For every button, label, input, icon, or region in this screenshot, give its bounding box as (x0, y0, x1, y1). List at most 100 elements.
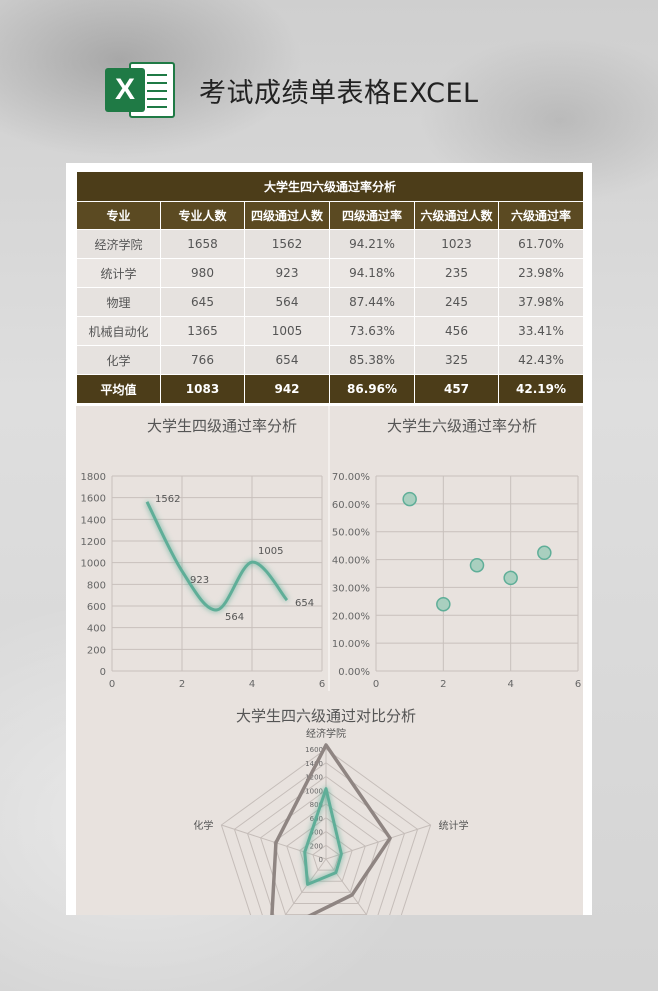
chart2-x-tick: 0 (373, 679, 379, 690)
chart1-data-label: 564 (225, 612, 244, 623)
chart1-y-tick: 800 (87, 580, 106, 591)
table-row: 化学 766 654 85.38% 325 42.43% (76, 345, 585, 375)
chart3-r-tick: 1400 (305, 760, 323, 768)
table-cell[interactable]: 73.63% (329, 316, 415, 346)
table-cell[interactable]: 33.41% (497, 316, 585, 346)
table-header-row: 专业 专业人数 四级通过人数 四级通过率 六级通过人数 六级通过率 (76, 201, 585, 230)
table-cell[interactable]: 980 (160, 258, 245, 288)
charts-svg: 大学生四级通过率分析020040060080010001200140016001… (81, 406, 581, 915)
chart3-r-tick: 400 (310, 829, 323, 837)
chart1-data-label: 1005 (258, 546, 283, 557)
chart3-ring (246, 775, 406, 915)
table-cell[interactable]: 37.98% (497, 287, 585, 317)
chart1-y-tick: 1200 (81, 537, 106, 548)
table-header-cell: 六级通过人数 (414, 201, 499, 230)
table-average-row: 平均值 1083 942 86.96% 457 42.19% (76, 374, 585, 404)
table-cell[interactable]: 61.70% (497, 229, 585, 259)
table-header-cell: 专业人数 (160, 201, 245, 230)
chart2-y-tick: 60.00% (332, 500, 370, 511)
chart2-title: 大学生六级通过率分析 (387, 417, 537, 435)
table-row: 经济学院 1658 1562 94.21% 1023 61.70% (76, 229, 585, 259)
table-cell[interactable]: 1365 (160, 316, 245, 346)
table-cell[interactable]: 1005 (244, 316, 330, 346)
chart3-r-tick: 800 (310, 801, 323, 809)
chart3-category-label: 统计学 (439, 819, 469, 832)
table-cell[interactable]: 87.44% (329, 287, 415, 317)
chart1-y-tick: 1600 (81, 494, 106, 505)
chart1-y-tick: 200 (87, 645, 106, 656)
table-cell[interactable]: 923 (244, 258, 330, 288)
chart1-x-tick: 0 (109, 679, 115, 690)
chart3-r-tick: 200 (310, 842, 323, 850)
chart3-category-label: 经济学院 (306, 727, 346, 740)
table-cell[interactable]: 85.38% (329, 345, 415, 375)
table-average-cell[interactable]: 86.96% (329, 374, 415, 404)
table-average-cell[interactable]: 42.19% (497, 374, 585, 404)
chart3-category-label: 化学 (193, 819, 213, 832)
table-cell[interactable]: 1562 (244, 229, 330, 259)
table-cell[interactable]: 766 (160, 345, 245, 375)
table-cell[interactable]: 654 (244, 345, 330, 375)
table-cell[interactable]: 1023 (414, 229, 499, 259)
table-average-cell[interactable]: 1083 (160, 374, 245, 404)
table-title: 大学生四六级通过率分析 (75, 171, 585, 202)
chart3-r-tick: 0 (319, 856, 323, 864)
table-cell[interactable]: 456 (414, 316, 499, 346)
chart1-data-label: 1562 (155, 494, 180, 505)
chart2-point (503, 570, 518, 586)
chart1-y-tick: 600 (87, 602, 106, 613)
table-header-cell: 四级通过率 (329, 201, 415, 230)
table-cell[interactable]: 1658 (160, 229, 245, 259)
chart2-y-tick: 70.00% (332, 472, 370, 483)
chart2-y-tick: 40.00% (332, 556, 370, 567)
table-cell[interactable]: 245 (414, 287, 499, 317)
chart3-r-tick: 1000 (305, 787, 323, 795)
chart1-x-tick: 4 (249, 679, 255, 690)
chart1-y-tick: 0 (100, 667, 106, 678)
chart3-ring (273, 803, 379, 904)
table-cell[interactable]: 42.43% (497, 345, 585, 375)
chart1-y-tick: 1800 (81, 472, 106, 483)
chart2-point (469, 557, 485, 573)
table-row: 物理 645 564 87.44% 245 37.98% (76, 287, 585, 317)
table-cell[interactable]: 统计学 (76, 258, 161, 288)
table-average-cell[interactable]: 平均值 (76, 374, 161, 404)
table-cell[interactable]: 经济学院 (76, 229, 161, 259)
page-title: 考试成绩单表格EXCEL (199, 77, 479, 109)
chart1-x-tick: 6 (319, 679, 325, 690)
table-average-cell[interactable]: 942 (244, 374, 330, 404)
table-cell[interactable]: 235 (414, 258, 499, 288)
chart1-y-tick: 400 (87, 624, 106, 635)
table-row: 机械自动化 1365 1005 73.63% 456 33.41% (76, 316, 585, 346)
chart3-spoke (221, 824, 327, 860)
grade-table: 大学生四六级通过率分析 专业 专业人数 四级通过人数 四级通过率 六级通过人数 六级通过率… (75, 171, 585, 404)
chart2-x-tick: 6 (575, 679, 581, 690)
table-average-cell[interactable]: 457 (414, 374, 499, 404)
table-cell[interactable]: 物理 (76, 287, 161, 317)
table-cell[interactable]: 化学 (76, 345, 161, 375)
page-header: X 考试成绩单表格EXCEL (105, 58, 479, 122)
table-cell[interactable]: 机械自动化 (76, 316, 161, 346)
chart1-x-tick: 2 (179, 679, 185, 690)
table-cell[interactable]: 94.18% (329, 258, 415, 288)
table-cell[interactable]: 23.98% (497, 258, 585, 288)
chart1-y-tick: 1400 (81, 515, 106, 526)
chart1-data-label: 654 (295, 598, 314, 609)
chart2-y-tick: 10.00% (332, 639, 370, 650)
chart3-r-tick: 1200 (305, 774, 323, 782)
table-cell[interactable]: 325 (414, 345, 499, 375)
table-cell[interactable]: 564 (244, 287, 330, 317)
chart2-y-tick: 0.00% (338, 667, 370, 678)
chart2-point (537, 545, 552, 561)
chart2-x-tick: 4 (507, 679, 513, 690)
table-row: 统计学 980 923 94.18% 235 23.98% (76, 258, 585, 288)
table-header-cell: 六级通过率 (497, 201, 585, 230)
chart3-title: 大学生四六级通过对比分析 (236, 707, 416, 725)
table-header-cell: 四级通过人数 (244, 201, 330, 230)
chart2-y-tick: 20.00% (332, 611, 370, 622)
chart2-x-tick: 2 (440, 679, 446, 690)
chart3-series-2 (303, 787, 343, 886)
chart3-series-1 (270, 743, 392, 915)
table-cell[interactable]: 94.21% (329, 229, 415, 259)
table-cell[interactable]: 645 (160, 287, 245, 317)
